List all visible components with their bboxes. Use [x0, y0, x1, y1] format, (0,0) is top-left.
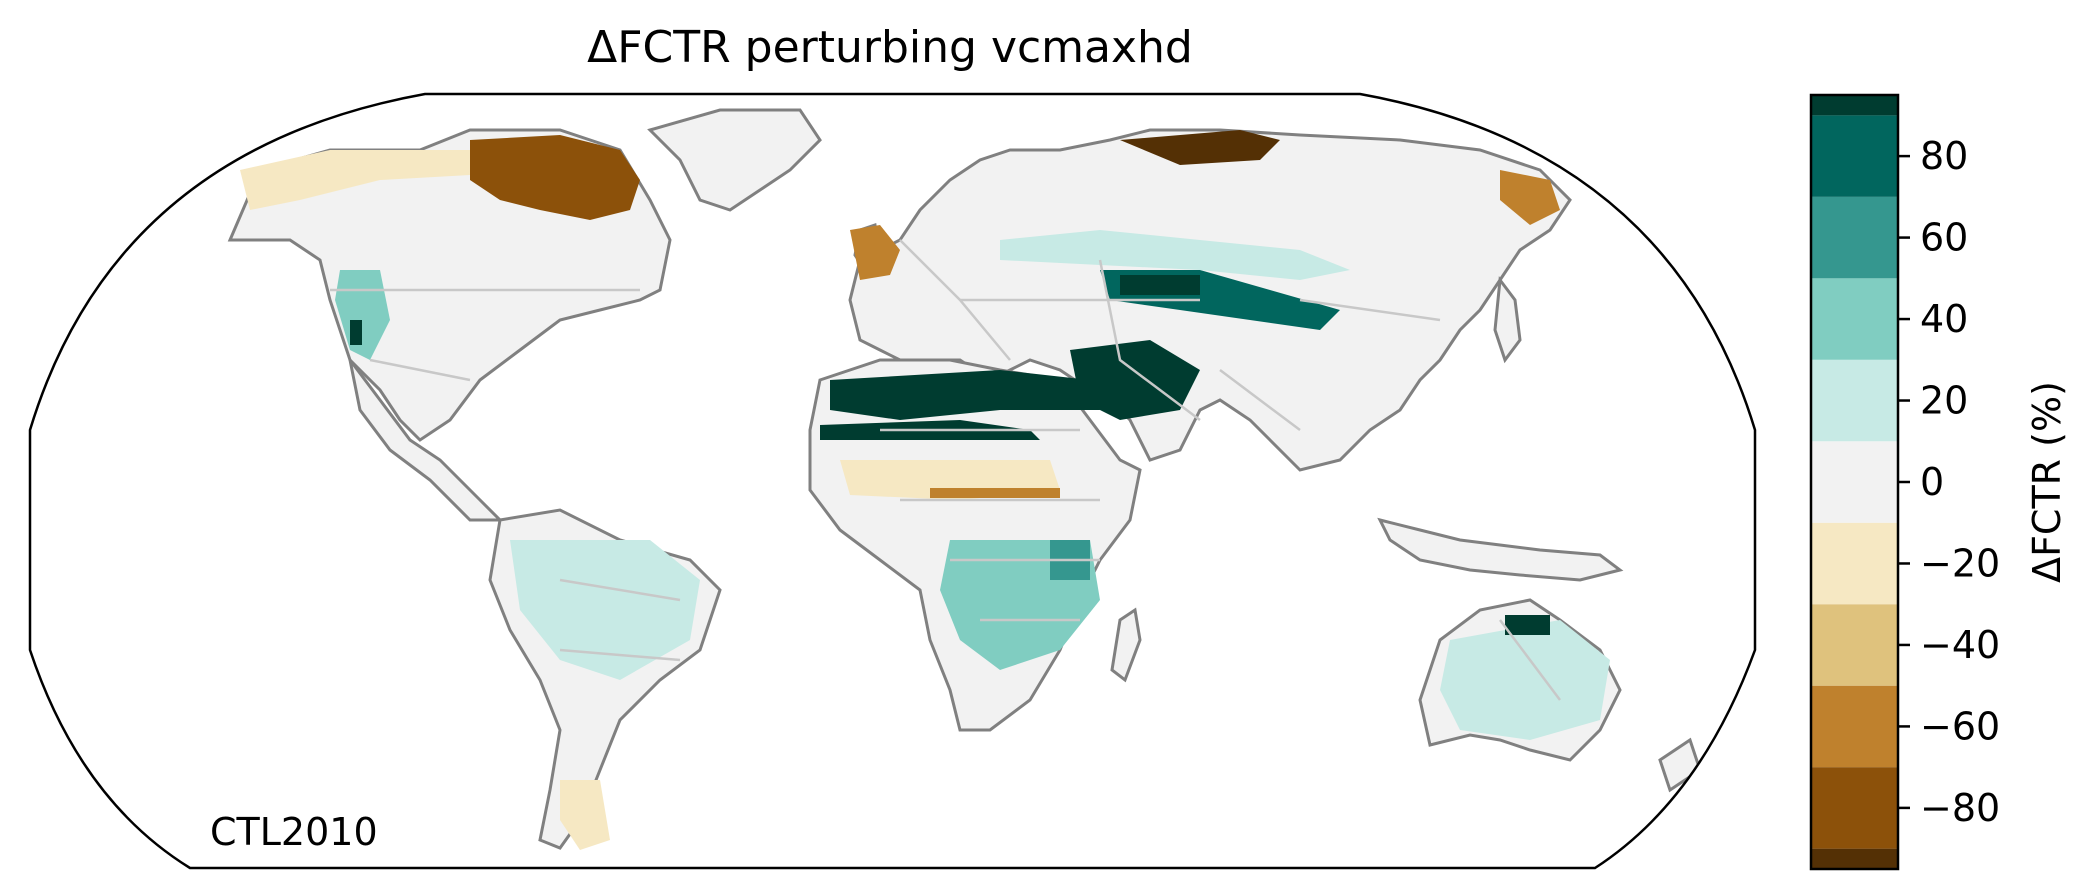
- region-north-canada: [470, 135, 640, 220]
- region-south-europe: [1000, 230, 1350, 280]
- region-central-asia-dark: [1120, 275, 1200, 295]
- japan-landmass: [1493, 276, 1522, 364]
- colorbar-blocks: [1811, 95, 1898, 869]
- country-borders: [330, 239, 1561, 701]
- region-patagonia: [560, 780, 610, 850]
- region-sahara: [830, 370, 1100, 420]
- region-australia: [1440, 620, 1610, 740]
- colorbar-block: [1811, 95, 1898, 116]
- colorbar-block: [1811, 767, 1898, 849]
- region-north-canada-edge: [240, 150, 470, 210]
- colorbar-ticks: 80 60 40 20 0 −20 −40 −60 −80: [1898, 134, 2000, 830]
- colorbar-tick-label: −20: [1920, 541, 2000, 585]
- colorbar-block: [1811, 359, 1898, 442]
- figure-title: ΔFCTR perturbing vcmaxhd: [587, 22, 1193, 73]
- region-western-us: [335, 270, 390, 360]
- corner-label: CTL2010: [210, 810, 378, 854]
- globe-outline: [28, 92, 1757, 870]
- region-siberia: [1120, 130, 1280, 165]
- colorbar-block: [1811, 685, 1898, 768]
- colorbar-block: [1811, 604, 1898, 686]
- world-map: [28, 92, 1757, 870]
- region-scandinavia: [850, 225, 900, 280]
- colorbar-tick-label: −80: [1920, 786, 2000, 830]
- colorbar-block: [1811, 848, 1898, 869]
- colorbar-block: [1811, 522, 1898, 605]
- colorbar-tick-label: 80: [1920, 134, 1968, 178]
- colorbar-block: [1811, 278, 1898, 360]
- colorbar-tick-label: 40: [1920, 297, 1968, 341]
- colorbar-block: [1811, 196, 1898, 279]
- colorbar-tick-label: −60: [1920, 704, 2000, 748]
- colorbar-tick-label: −40: [1920, 623, 2000, 667]
- region-middle-east: [1070, 340, 1200, 420]
- map-content: [227, 108, 1702, 850]
- madagascar-landmass: [1110, 607, 1142, 683]
- colorbar-label: ΔFCTR (%): [2025, 381, 2069, 583]
- colorbar-tick-label: 20: [1920, 379, 1968, 423]
- indonesia-landmass: [1377, 517, 1624, 582]
- region-east-siberia: [1500, 170, 1560, 225]
- colorbar-block: [1811, 115, 1898, 197]
- colorbar-tick-label: 0: [1920, 460, 1944, 504]
- region-western-us-dark: [350, 320, 362, 345]
- colorbar-block: [1811, 441, 1898, 523]
- region-sahel-dark: [930, 488, 1060, 498]
- region-amazon: [510, 540, 700, 680]
- greenland-landmass: [647, 108, 822, 212]
- colorbar-tick-label: 60: [1920, 216, 1968, 260]
- region-north-australia: [1505, 615, 1550, 635]
- anomaly-patches: [240, 130, 1610, 850]
